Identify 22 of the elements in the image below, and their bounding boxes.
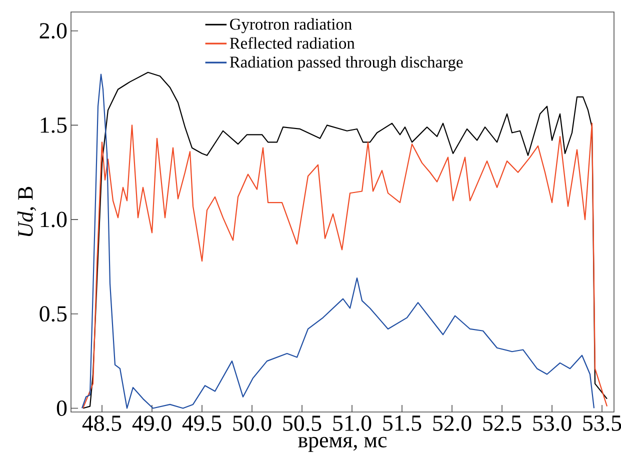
y-axis-title: Ud, В <box>17 186 36 236</box>
y-tick-label: 2.0 <box>40 23 67 39</box>
x-axis-title: время, мс <box>298 436 387 452</box>
legend-label: Reflected radiation <box>230 37 355 49</box>
x-tick-label: 53.5 <box>583 416 621 432</box>
y-tick-label: 0 <box>56 400 67 416</box>
line-series <box>82 122 608 409</box>
legend-label: Gyrotron radiation <box>230 18 352 34</box>
y-tick-label: 1.0 <box>40 212 67 228</box>
x-tick-label: 49.0 <box>132 416 172 432</box>
legend-label: Radiation passed through discharge <box>230 56 463 72</box>
x-tick-label: 50.0 <box>233 416 272 432</box>
x-tick-label: 50.5 <box>283 416 322 432</box>
y-tick-label: 1.5 <box>40 117 67 133</box>
x-tick-label: 52.5 <box>483 416 522 432</box>
x-tick-label: 52.0 <box>433 416 472 432</box>
x-tick-label: 51.5 <box>383 416 422 431</box>
x-tick-label: 49.5 <box>182 416 222 432</box>
x-tick-label: 48.5 <box>82 416 122 432</box>
x-tick-label: 51.0 <box>333 416 372 432</box>
x-tick-label: 53.0 <box>533 416 572 432</box>
y-tick-label: 0.5 <box>40 306 67 322</box>
